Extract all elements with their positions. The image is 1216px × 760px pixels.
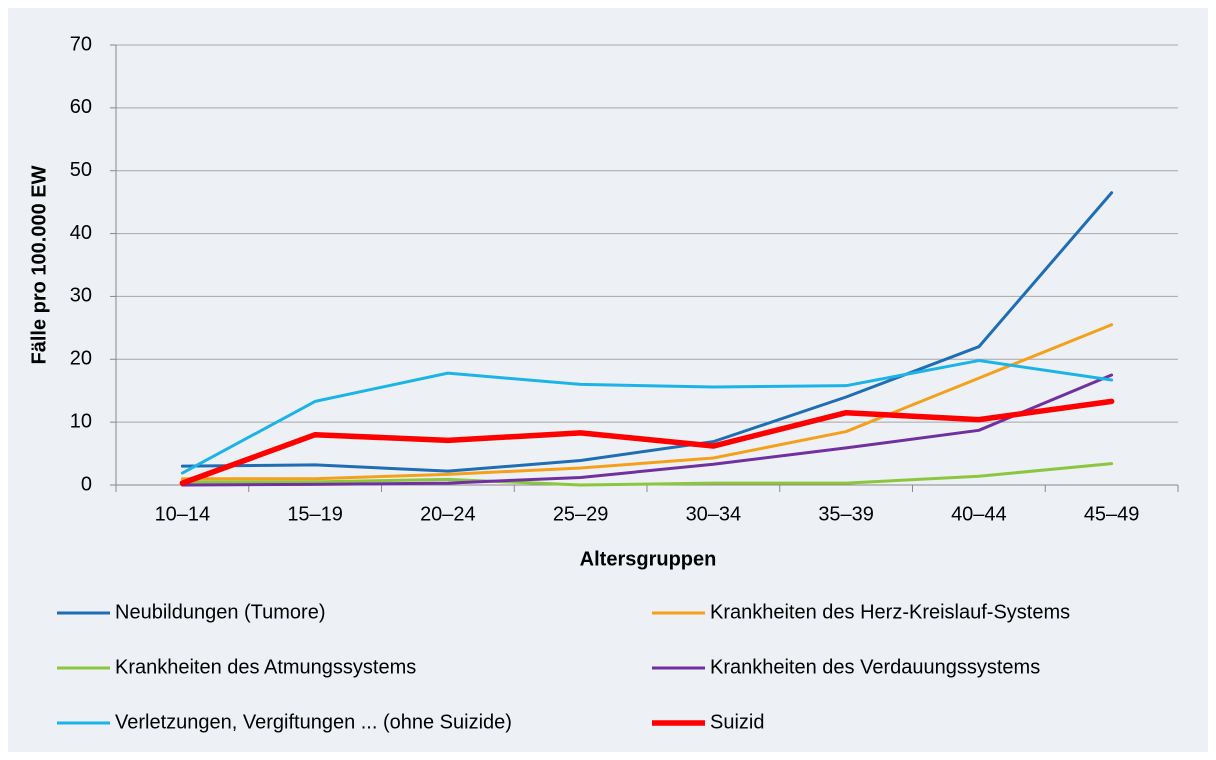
x-tick-label: 20–24 [420,503,476,525]
series-line [180,462,1114,487]
legend-label: Krankheiten des Atmungssystems [115,656,416,678]
y-tick-label: 60 [70,96,92,118]
series-line [180,323,1114,481]
legend-label: Krankheiten des Verdauungssystems [710,656,1040,678]
background [8,8,1208,752]
series-line [179,398,1115,486]
x-axis-title: Altersgruppen [580,548,717,570]
y-tick-label: 30 [70,285,92,307]
legend-label: Neubildungen (Tumore) [115,601,325,623]
x-tick-label: 25–29 [553,503,609,525]
x-tick-label: 45–49 [1084,503,1140,525]
y-axis-title: Fälle pro 100.000 EW [28,165,50,364]
x-tick-label: 10–14 [155,503,211,525]
series-line [180,359,1114,475]
x-tick-label: 35–39 [818,503,874,525]
series-line [180,373,1114,487]
y-tick-label: 40 [70,222,92,244]
legend-label: Verletzungen, Vergiftungen ... (ohne Sui… [115,711,512,733]
y-tick-label: 50 [70,159,92,181]
legend-label: Krankheiten des Herz-Kreislauf-Systems [710,601,1070,623]
legend-label: Suizid [710,711,764,733]
y-tick-label: 10 [70,410,92,432]
y-tick-label: 70 [70,33,92,55]
x-tick-label: 15–19 [287,503,343,525]
x-tick-label: 40–44 [951,503,1007,525]
y-tick-label: 20 [70,348,92,370]
y-tick-label: 0 [81,473,92,495]
series-line [180,191,1114,473]
x-tick-label: 30–34 [686,503,742,525]
